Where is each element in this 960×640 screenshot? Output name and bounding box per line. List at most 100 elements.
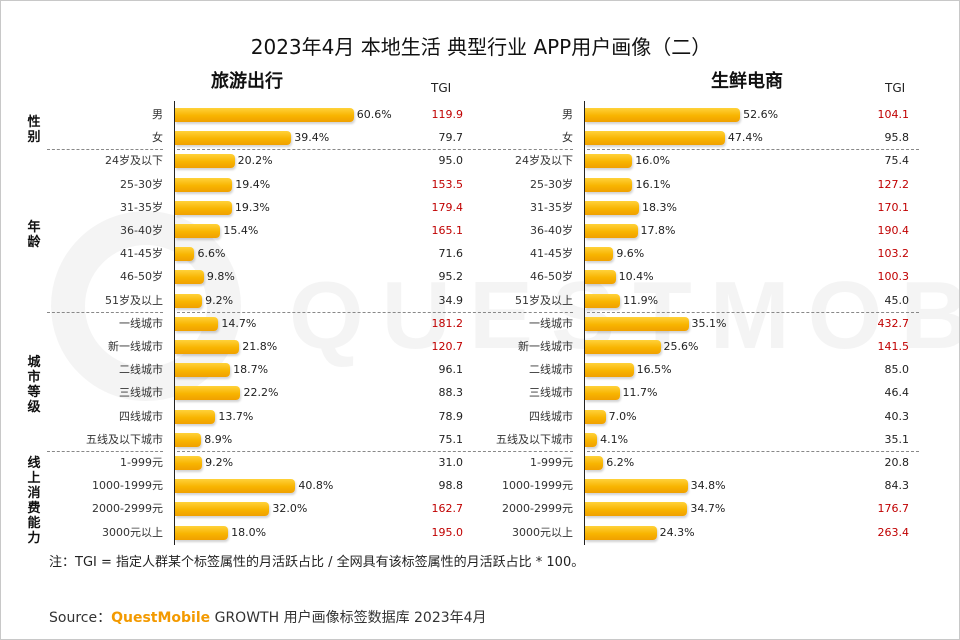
tgi-value: 71.6 xyxy=(438,247,464,261)
category-label: 新一线城市 xyxy=(518,340,573,353)
bar-value-label: 4.1% xyxy=(600,432,629,446)
category-label: 五线及以下城市 xyxy=(496,432,573,446)
tgi-value: 95.8 xyxy=(884,131,910,145)
category-label: 51岁及以上 xyxy=(105,293,163,307)
tgi-value: 162.7 xyxy=(431,502,464,516)
tgi-value: 45.0 xyxy=(884,293,910,307)
source-brand: QuestMobile xyxy=(111,610,211,626)
bar xyxy=(585,340,661,354)
tgi-value: 127.2 xyxy=(877,177,910,191)
bar xyxy=(175,293,203,308)
panel-title: 旅游出行 xyxy=(211,71,283,92)
tgi-value: 95.0 xyxy=(438,154,464,168)
bar xyxy=(175,386,241,401)
group-divider xyxy=(177,149,506,151)
category-label: 二线城市 xyxy=(119,363,163,377)
bar-value-label: 32.0% xyxy=(272,502,308,516)
group-divider xyxy=(508,149,573,151)
bar-value-label: 16.0% xyxy=(635,154,671,168)
bar-value-label: 35.1% xyxy=(691,316,727,330)
bar-value-label: 15.4% xyxy=(223,224,259,237)
category-label: 3000元以上 xyxy=(102,525,163,539)
bar xyxy=(175,270,204,285)
tgi-value: 40.3 xyxy=(884,409,910,423)
bar-axis xyxy=(584,101,585,545)
category-label: 三线城市 xyxy=(119,386,163,400)
group-divider xyxy=(508,311,573,313)
bar xyxy=(175,432,202,447)
bar-value-label: 25.6% xyxy=(663,340,699,353)
bar-value-label: 10.4% xyxy=(618,270,654,284)
category-label: 36-40岁 xyxy=(530,224,573,237)
group-divider xyxy=(587,451,919,452)
bar xyxy=(585,247,614,262)
bar-value-label: 52.6% xyxy=(743,108,779,121)
category-label: 25-30岁 xyxy=(530,177,573,191)
bar xyxy=(175,200,232,215)
page-title: 2023年4月 本地生活 典型行业 APP用户画像（二） xyxy=(250,35,712,59)
tgi-value: 165.1 xyxy=(431,224,464,237)
bar-axis xyxy=(174,101,175,545)
tgi-column-header: TGI xyxy=(885,81,906,95)
bar xyxy=(175,224,221,238)
panel-title: 生鲜电商 xyxy=(711,71,783,92)
bar-value-label: 21.8% xyxy=(242,340,278,353)
bar-value-label: 60.6% xyxy=(356,108,392,121)
bar xyxy=(175,525,229,540)
group-divider xyxy=(508,451,573,452)
bar xyxy=(585,293,621,308)
category-label: 一线城市 xyxy=(529,316,573,330)
bar xyxy=(585,386,620,401)
tgi-value: 35.1 xyxy=(884,432,910,446)
bar xyxy=(175,340,240,354)
tgi-value: 84.3 xyxy=(884,479,910,493)
bar xyxy=(585,154,633,169)
category-label: 1-999元 xyxy=(530,456,573,469)
tgi-value: 432.7 xyxy=(877,316,910,330)
tgi-value: 141.5 xyxy=(877,340,910,353)
category-label: 1000-1999元 xyxy=(92,479,163,493)
bar xyxy=(175,108,354,122)
footnote: 注：TGI = 指定人群某个标签属性的月活跃占比 / 全网具有该标签属性的月活跃… xyxy=(49,555,585,570)
group-label: 线上消费能力 xyxy=(27,456,41,547)
category-label: 2000-2999元 xyxy=(502,502,573,516)
category-label: 女 xyxy=(152,131,163,145)
tgi-value: 195.0 xyxy=(431,525,464,539)
bar-value-label: 34.7% xyxy=(690,502,726,516)
bar xyxy=(175,479,296,494)
group-divider xyxy=(177,311,506,313)
bar-value-label: 18.3% xyxy=(641,200,677,214)
bar-value-label: 34.8% xyxy=(690,479,726,493)
bar-value-label: 18.7% xyxy=(233,363,269,377)
category-label: 41-45岁 xyxy=(120,247,163,261)
bar-value-label: 9.2% xyxy=(205,293,234,307)
category-label: 2000-2999元 xyxy=(92,502,163,516)
source-prefix: Source： xyxy=(49,610,112,626)
tgi-column-header: TGI xyxy=(431,81,452,95)
bar xyxy=(175,316,219,331)
bar xyxy=(585,432,598,447)
bar-value-label: 17.8% xyxy=(640,224,676,237)
bar-value-label: 9.8% xyxy=(206,270,235,284)
group-label: 性别 xyxy=(27,115,41,146)
category-label: 四线城市 xyxy=(119,409,163,423)
category-label: 3000元以上 xyxy=(512,525,573,539)
bar-value-label: 9.2% xyxy=(205,456,234,469)
bar xyxy=(585,525,657,540)
category-label: 46-50岁 xyxy=(530,270,573,284)
category-label: 41-45岁 xyxy=(530,247,573,261)
tgi-value: 179.4 xyxy=(431,200,464,214)
bar xyxy=(175,131,292,146)
bar-value-label: 19.4% xyxy=(235,177,271,191)
tgi-value: 31.0 xyxy=(438,456,464,469)
bar xyxy=(585,224,638,238)
bar-value-label: 16.1% xyxy=(635,177,671,191)
bar-value-label: 9.6% xyxy=(616,247,645,261)
bar-value-label: 6.6% xyxy=(197,247,226,261)
tgi-value: 263.4 xyxy=(877,525,910,539)
category-label: 五线及以下城市 xyxy=(86,432,163,446)
bar xyxy=(175,154,235,169)
tgi-value: 20.8 xyxy=(884,456,910,469)
tgi-value: 104.1 xyxy=(877,108,910,121)
